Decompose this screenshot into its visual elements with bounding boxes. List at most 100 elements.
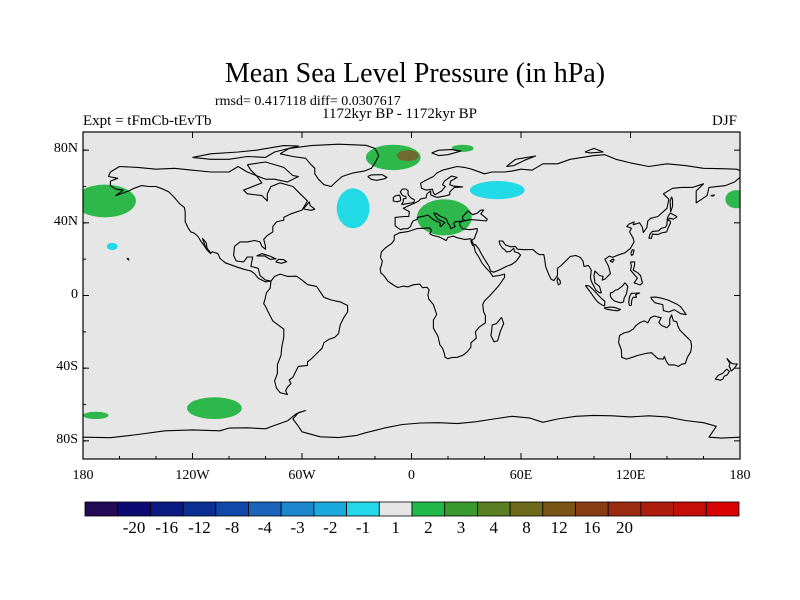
coastline-baffin <box>246 161 299 183</box>
anomaly-southwest-pacific-high <box>83 411 109 420</box>
coastline-hispaniola <box>275 258 288 264</box>
x-tick-label: 60E <box>509 468 533 483</box>
coastline-antarctica <box>83 409 740 439</box>
coastline-severnaya <box>584 147 604 154</box>
colorbar-box <box>346 501 380 517</box>
coastline-hainan <box>609 258 615 263</box>
plot-title: Mean Sea Level Pressure (in hPa) <box>224 58 606 89</box>
colorbar-box <box>182 501 217 517</box>
colorbar-label: 12 <box>550 518 568 537</box>
y-tick-label: 40S <box>56 359 78 375</box>
coastline-sakhalin <box>669 196 674 213</box>
coastline-africa <box>379 227 506 360</box>
anomaly-dateline-high-east <box>725 190 740 209</box>
coastline-newfoundland <box>302 201 316 211</box>
coastline-new-guinea <box>650 296 687 316</box>
colorbar-label: -20 <box>122 518 146 537</box>
colorbar-label: -4 <box>257 518 272 537</box>
coastline-hokkaido <box>666 212 678 221</box>
colorbar-box <box>248 501 282 517</box>
stats-label: rmsd= 0.417118 diff= 0.0307617 <box>215 94 401 109</box>
x-tick-label: 0 <box>408 468 415 483</box>
colorbar <box>84 501 740 517</box>
coastline-ireland <box>392 194 402 203</box>
colorbar-box <box>444 501 478 517</box>
coastline-philippines <box>629 261 643 286</box>
colorbar-box <box>378 501 413 517</box>
anomaly-north-atlantic-low <box>336 188 370 229</box>
colorbar-box <box>509 501 544 517</box>
coastline-sumatra <box>584 284 606 307</box>
colorbar-box <box>640 501 675 517</box>
coastline-borneo <box>609 282 629 304</box>
coastline-java <box>603 306 622 312</box>
coastline-new-zealand-n <box>726 357 738 372</box>
colorbar-label: 16 <box>583 518 601 537</box>
colorbar-box <box>673 501 707 517</box>
coastline-novaya-zemlya <box>506 155 537 168</box>
coastline-sulawesi <box>628 292 641 307</box>
map-background <box>83 132 740 459</box>
colorbar-box <box>313 501 347 517</box>
colorbar-label: -3 <box>290 518 305 537</box>
coastline-new-zealand-s <box>714 368 730 381</box>
colorbar-label: -2 <box>323 518 338 537</box>
tick-marks <box>82 132 741 459</box>
coastline-south-america <box>263 273 349 396</box>
x-tick-label: 120W <box>175 468 210 483</box>
x-tick-label: 180 <box>729 468 751 483</box>
colorbar-box <box>705 501 740 517</box>
coastline-eurasia <box>394 154 740 294</box>
anomaly-hawaii-low <box>106 242 118 251</box>
colorbar-box <box>149 501 184 517</box>
y-tick-label: 80N <box>53 141 78 157</box>
colorbar-label: 2 <box>424 518 433 537</box>
coastline-kamchatka-isl <box>710 194 716 197</box>
coastline-taiwan <box>630 249 635 257</box>
colorbar-box <box>215 501 249 517</box>
x-tick-label: 120E <box>615 468 646 483</box>
period-label: 1172kyr BP - 1172kyr BP <box>322 106 478 122</box>
colorbar-label: 4 <box>489 518 499 537</box>
coastline-hawaii <box>126 257 130 261</box>
anomaly-greenland-high-core <box>396 150 419 162</box>
coastline-cuba <box>256 253 277 260</box>
anomaly-pacific-south-high <box>187 397 242 420</box>
colorbar-label: 8 <box>522 518 531 537</box>
colorbar-label: -8 <box>225 518 240 537</box>
x-tick-label: 60W <box>288 468 316 483</box>
colorbar-box <box>607 501 642 517</box>
colorbar-label: 1 <box>391 518 400 537</box>
anomaly-arctic-high-small <box>451 144 474 152</box>
coastline-australia <box>618 314 693 367</box>
colorbar-box <box>476 501 511 517</box>
y-tick-label: 0 <box>71 286 78 302</box>
colorbar-label: -1 <box>355 518 371 537</box>
coastline-svalbard <box>431 149 462 157</box>
coastline-iceland <box>367 174 388 181</box>
colorbar-label: 20 <box>616 518 634 537</box>
colorbar-box <box>117 501 151 517</box>
colorbar-box <box>411 501 446 517</box>
coastline-north-america <box>107 165 309 283</box>
colorbar-box <box>84 501 119 517</box>
coastline-arctic-isles <box>192 145 299 160</box>
y-tick-label: 80S <box>56 431 78 447</box>
coastline-greenland <box>279 143 380 188</box>
coastline-japan <box>648 219 672 239</box>
colorbar-label: -12 <box>188 518 211 537</box>
colorbar-box <box>542 501 576 517</box>
x-tick-label: 180 <box>72 468 94 483</box>
experiment-label: Expt = tFmCb-tEvTb <box>83 113 212 129</box>
colorbar-label: 3 <box>456 518 466 537</box>
anomaly-russia-low <box>469 181 525 200</box>
coastline-sri-lanka <box>556 277 561 286</box>
coastline-madagascar <box>490 316 505 343</box>
y-tick-label: 40N <box>53 213 78 229</box>
colorbar-box <box>280 501 315 517</box>
coastline-uk <box>399 188 415 206</box>
colorbar-label: -16 <box>155 518 179 537</box>
coastline-layer <box>83 143 740 439</box>
season-label: DJF <box>712 113 738 129</box>
